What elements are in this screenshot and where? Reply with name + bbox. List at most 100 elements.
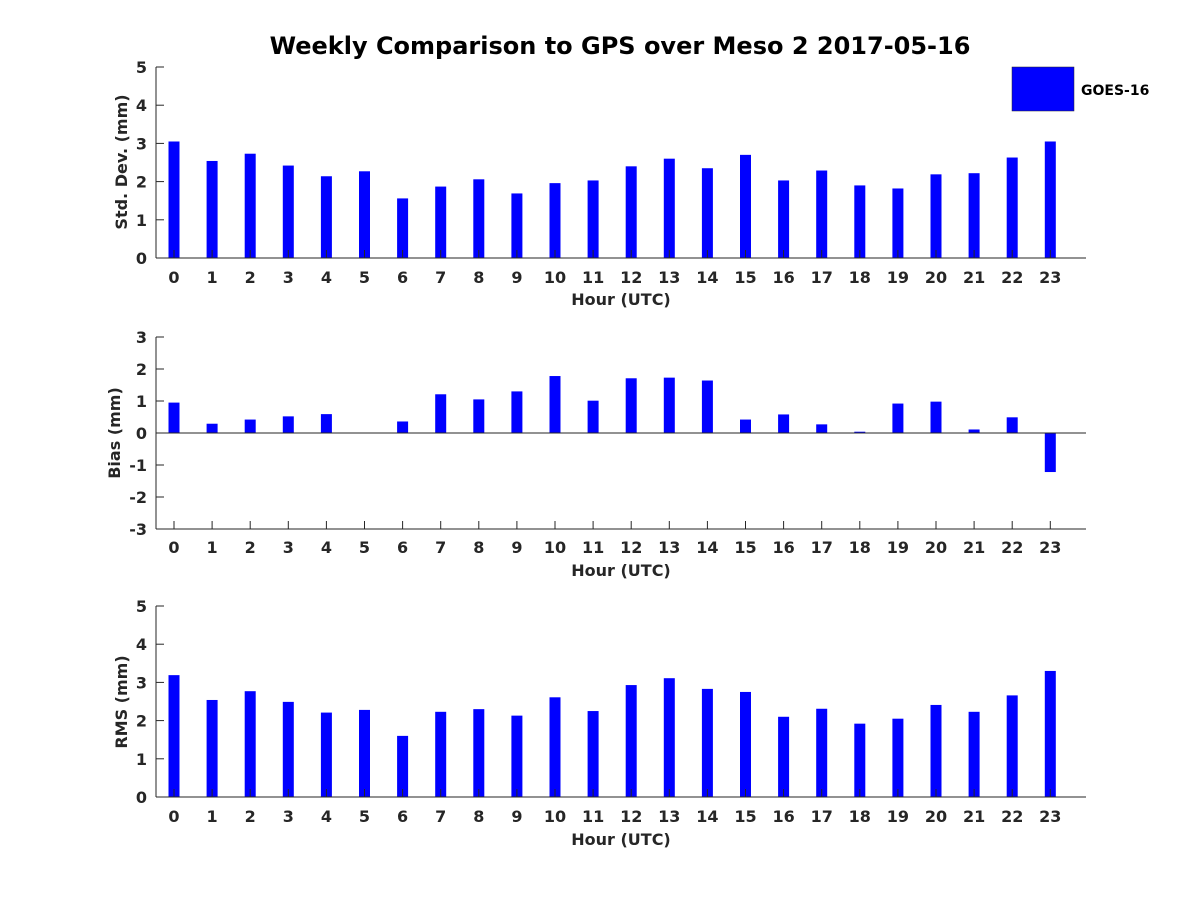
- bias-bar-4: [320, 414, 332, 433]
- bias-x-tick-label: 3: [283, 538, 294, 557]
- bias-bar-8: [473, 399, 485, 433]
- rms-x-tick-label: 9: [511, 807, 522, 826]
- rms-bar-18: [854, 723, 866, 797]
- bias-x-tick-label: 20: [925, 538, 947, 557]
- rms-x-tick-label: 16: [772, 807, 794, 826]
- bias-bar-17: [816, 424, 828, 433]
- std-x-tick-label: 18: [849, 268, 871, 287]
- std-bar-11: [587, 180, 599, 258]
- rms-x-tick-label: 8: [473, 807, 484, 826]
- rms-bar-15: [740, 691, 751, 797]
- bias-x-tick-label: 10: [544, 538, 566, 557]
- bias-x-tick-label: 0: [168, 538, 179, 557]
- std-bar-9: [511, 193, 523, 258]
- rms-bar-7: [435, 711, 447, 797]
- bias-bar-23: [1044, 433, 1056, 473]
- rms-bar-4: [320, 712, 332, 797]
- rms-bar-17: [816, 708, 828, 797]
- std-y-tick-label: 0: [136, 249, 147, 268]
- bias-x-tick-label: 16: [772, 538, 794, 557]
- bias-bar-22: [1006, 417, 1018, 433]
- std-bar-0: [168, 141, 180, 258]
- bias-x-tick-label: 11: [582, 538, 604, 557]
- std-x-tick-label: 23: [1039, 268, 1061, 287]
- std-x-tick-label: 11: [582, 268, 604, 287]
- rms-bar-9: [511, 715, 523, 797]
- bias-bar-18: [854, 431, 866, 433]
- legend: GOES-16: [1011, 66, 1149, 112]
- bias-bar-6: [397, 421, 409, 433]
- bias-y-tick-label: 2: [136, 360, 147, 379]
- rms-bar-8: [473, 709, 485, 797]
- rms-bar-11: [587, 711, 599, 797]
- std-x-tick-label: 14: [696, 268, 718, 287]
- std-x-tick-label: 21: [963, 268, 985, 287]
- rms-y-tick-label: 5: [136, 597, 147, 616]
- std-bar-6: [397, 198, 409, 258]
- bias-y-tick-label: -2: [129, 488, 147, 507]
- rms-x-tick-label: 6: [397, 807, 408, 826]
- bias-x-tick-label: 15: [734, 538, 756, 557]
- bias-y-axis-label: Bias (mm): [105, 387, 124, 479]
- std-bar-3: [282, 165, 294, 258]
- bias-bar-12: [625, 378, 637, 433]
- bias-bar-19: [892, 403, 904, 433]
- std-x-tick-label: 0: [168, 268, 179, 287]
- rms-bar-14: [701, 688, 713, 797]
- std-x-tick-label: 12: [620, 268, 642, 287]
- std-x-tick-label: 9: [511, 268, 522, 287]
- std-bar-5: [359, 171, 370, 258]
- rms-bar-1: [206, 699, 218, 797]
- std-bar-8: [473, 179, 485, 258]
- bias-bar-0: [168, 402, 180, 433]
- bias-x-tick-label: 21: [963, 538, 985, 557]
- std-y-tick-label: 2: [136, 173, 147, 192]
- std-x-tick-label: 13: [658, 268, 680, 287]
- std-x-tick-label: 17: [811, 268, 833, 287]
- bias-x-tick-label: 8: [473, 538, 484, 557]
- bias-y-tick-label: 3: [136, 328, 147, 347]
- bias-y-tick-label: 0: [136, 424, 147, 443]
- rms-bar-5: [359, 709, 370, 797]
- std-x-tick-label: 2: [245, 268, 256, 287]
- rms-bar-12: [625, 685, 637, 797]
- std-bar-17: [816, 170, 828, 258]
- bias-bar-2: [244, 419, 256, 433]
- rms-x-tick-label: 13: [658, 807, 680, 826]
- std-x-tick-label: 19: [887, 268, 909, 287]
- rms-x-tick-label: 21: [963, 807, 985, 826]
- bias-bar-14: [701, 380, 713, 433]
- bias-bar-21: [968, 429, 980, 433]
- rms-bar-10: [549, 697, 561, 797]
- bias-x-tick-label: 14: [696, 538, 718, 557]
- rms-bar-16: [778, 716, 790, 797]
- rms-x-tick-label: 7: [435, 807, 446, 826]
- rms-bar-6: [397, 735, 409, 797]
- std-x-tick-label: 3: [283, 268, 294, 287]
- rms-bar-19: [892, 718, 904, 797]
- rms-bar-0: [168, 675, 180, 797]
- rms-x-tick-label: 15: [734, 807, 756, 826]
- legend-label: GOES-16: [1081, 83, 1149, 99]
- std-bar-2: [244, 153, 256, 258]
- bias-x-tick-label: 1: [207, 538, 218, 557]
- std-bar-7: [435, 186, 447, 258]
- std-x-tick-label: 8: [473, 268, 484, 287]
- bias-x-axis-label: Hour (UTC): [571, 561, 671, 580]
- bias-x-tick-label: 19: [887, 538, 909, 557]
- bias-bar-9: [511, 391, 523, 433]
- rms-x-tick-label: 19: [887, 807, 909, 826]
- bias-bar-15: [740, 419, 751, 433]
- rms-x-tick-label: 5: [359, 807, 370, 826]
- bias-bar-3: [282, 416, 294, 433]
- bias-x-tick-label: 6: [397, 538, 408, 557]
- std-x-tick-label: 22: [1001, 268, 1023, 287]
- bias-bar-16: [778, 414, 790, 433]
- std-x-tick-label: 6: [397, 268, 408, 287]
- bias-x-tick-label: 4: [321, 538, 332, 557]
- rms-x-tick-label: 11: [582, 807, 604, 826]
- bias-y-tick-label: -3: [129, 520, 147, 539]
